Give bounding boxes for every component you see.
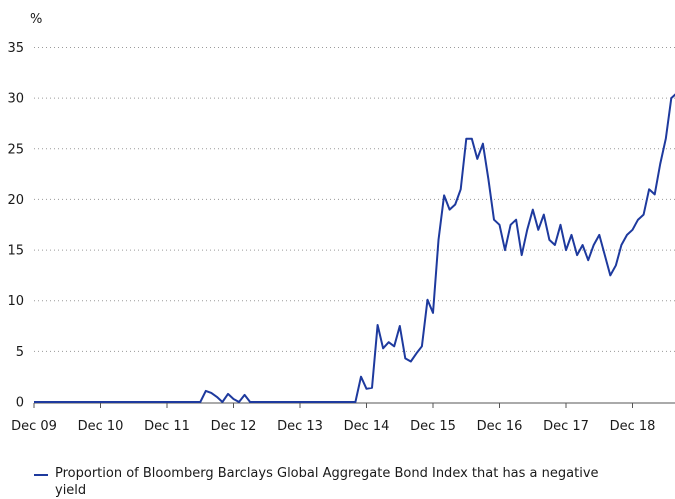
x-tick-label: Dec 09 — [11, 419, 57, 434]
legend-label: Proportion of Bloomberg Barclays Global … — [55, 466, 599, 498]
x-tick-label: Dec 15 — [410, 419, 456, 434]
legend-swatch — [34, 474, 48, 476]
y-axis-ticks: 0 5 10 15 20 25 30 35 — [7, 41, 24, 411]
x-tick-label: Dec 18 — [610, 419, 656, 434]
y-tick-label: 20 — [7, 193, 24, 208]
x-tick-label: Dec 12 — [211, 419, 257, 434]
y-tick-label: 10 — [7, 294, 24, 309]
gridlines — [34, 47, 675, 352]
x-tick-label: Dec 13 — [277, 419, 323, 434]
y-axis-unit-label: % — [30, 12, 42, 27]
line-chart: % 0 5 10 15 20 25 30 35 Dec 09 Dec 10 Dec 11 Dec 1… — [7, 12, 675, 434]
x-tick-label: Dec 10 — [78, 419, 124, 434]
y-tick-label: 35 — [7, 41, 24, 56]
x-tick-label: Dec 14 — [344, 419, 390, 434]
x-tick-label: Dec 11 — [144, 419, 190, 434]
y-tick-label: 5 — [16, 345, 24, 360]
y-tick-label: 30 — [7, 92, 24, 107]
x-tick-label: Dec 16 — [477, 419, 523, 434]
y-tick-label: 25 — [7, 142, 24, 157]
y-tick-label: 0 — [16, 396, 24, 411]
series-layer — [34, 93, 675, 403]
series-line — [34, 93, 675, 403]
x-axis: Dec 09 Dec 10 Dec 11 Dec 12 Dec 13 Dec 14 Dec … — [11, 402, 675, 434]
x-tick-label: Dec 17 — [543, 419, 589, 434]
y-tick-label: 15 — [7, 244, 24, 259]
